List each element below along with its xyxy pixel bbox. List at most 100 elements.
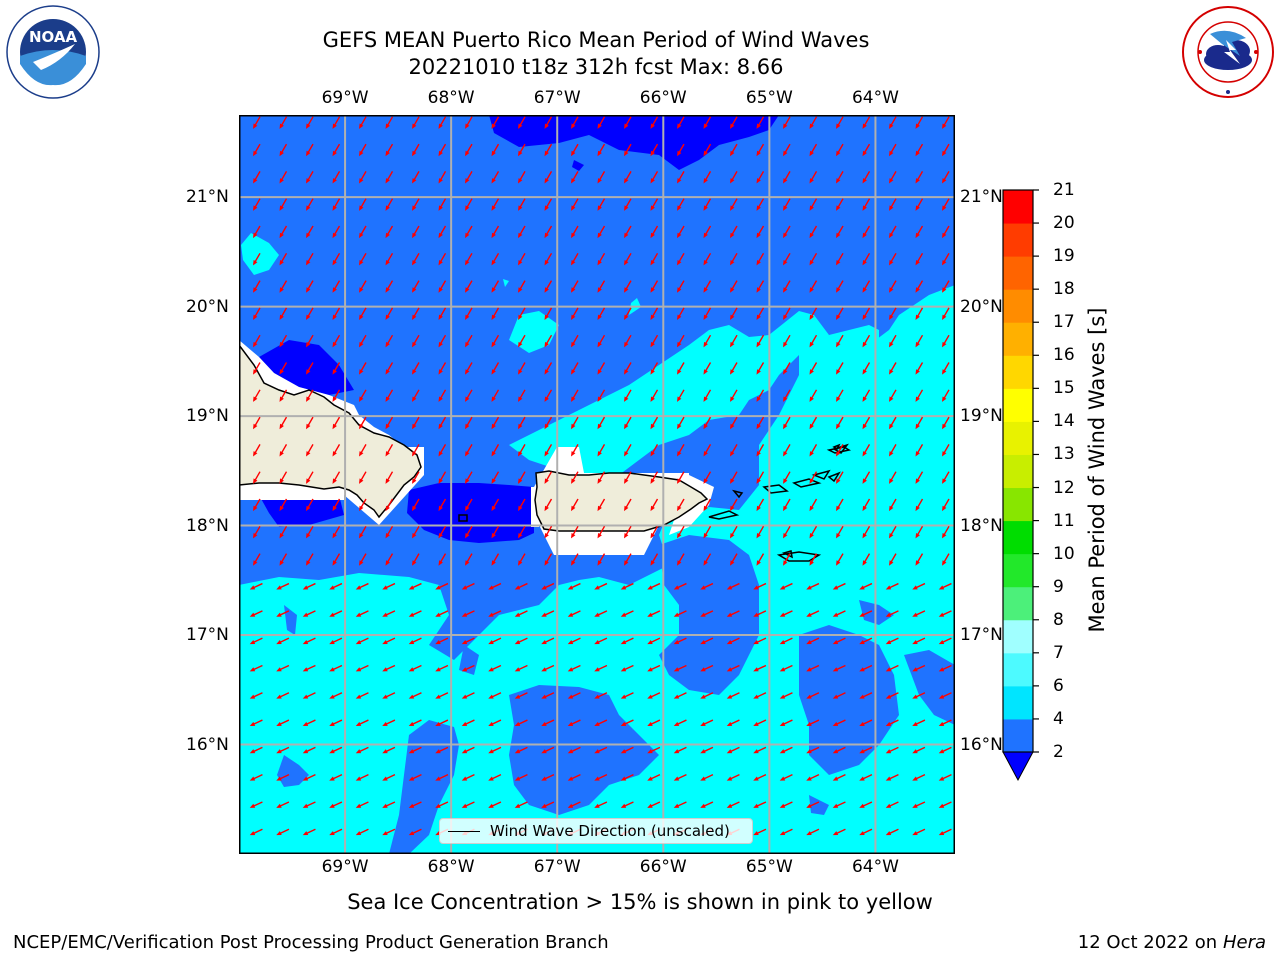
- nws-logo: [1180, 4, 1276, 100]
- wave-direction-arrow: [276, 719, 290, 726]
- wave-direction-arrow: [912, 719, 926, 726]
- wave-direction-arrow: [408, 719, 422, 726]
- wave-direction-arrow: [726, 692, 740, 699]
- wave-direction-arrow: [673, 719, 687, 726]
- wave-direction-arrow: [862, 225, 871, 239]
- wave-direction-arrow: [673, 582, 687, 590]
- colorbar-segment: [1003, 223, 1033, 257]
- wave-direction-arrow: [385, 362, 394, 375]
- wave-direction-arrow: [541, 692, 555, 699]
- wave-direction-arrow: [306, 171, 314, 184]
- wave-direction-arrow: [862, 444, 871, 457]
- lon-label: 65°W: [745, 88, 793, 108]
- lat-label: 16°N: [960, 734, 1003, 755]
- wave-direction-arrow: [915, 116, 924, 129]
- colorbar-tick-label: 10: [1053, 543, 1075, 564]
- wave-direction-arrow: [438, 280, 447, 293]
- footer-date: 12 Oct 2022 on Hera: [1078, 932, 1266, 953]
- wave-direction-arrow: [491, 553, 500, 566]
- wave-direction-arrow: [862, 280, 871, 293]
- lon-label: 68°W: [427, 857, 475, 877]
- wave-direction-arrow: [809, 471, 818, 484]
- wave-direction-arrow: [491, 362, 500, 375]
- wave-direction-arrow: [571, 307, 579, 321]
- wave-direction-arrow: [355, 746, 369, 754]
- wave-direction-arrow: [253, 143, 261, 157]
- wave-direction-arrow: [514, 774, 528, 781]
- wave-direction-arrow: [942, 307, 950, 321]
- wave-direction-arrow: [753, 774, 767, 781]
- wave-direction-arrow: [514, 746, 528, 754]
- noaa-logo-text: NOAA: [29, 28, 78, 46]
- wave-direction-arrow: [862, 416, 871, 430]
- map-plot: [239, 115, 955, 854]
- colorbar-tick-label: 7: [1053, 642, 1064, 663]
- wave-direction-arrow: [306, 362, 314, 375]
- map-frame: [239, 115, 955, 854]
- wave-direction-arrow: [730, 553, 738, 566]
- wave-direction-arrow: [306, 198, 314, 211]
- wave-direction-arrow: [329, 610, 343, 617]
- wave-direction-arrow: [859, 828, 873, 836]
- wave-direction-arrow: [276, 610, 290, 617]
- wave-direction-arrow: [779, 828, 793, 836]
- wave-direction-arrow: [859, 746, 873, 754]
- wave-direction-arrow: [783, 143, 791, 157]
- wave-direction-arrow: [382, 774, 396, 781]
- wave-direction-arrow: [306, 143, 314, 157]
- colorbar-segment: [1003, 553, 1033, 588]
- wave-direction-arrow: [730, 525, 738, 539]
- wave-direction-arrow: [624, 280, 632, 293]
- wave-direction-arrow: [571, 416, 579, 430]
- wave-direction-arrow: [594, 746, 608, 754]
- colorbar: [1002, 189, 1039, 782]
- wave-direction-arrow: [650, 498, 659, 512]
- wave-direction-arrow: [332, 553, 341, 566]
- lon-label: 64°W: [851, 88, 899, 108]
- wave-direction-arrow: [359, 416, 367, 430]
- wave-direction-arrow: [276, 692, 290, 699]
- wave-direction-arrow: [412, 553, 420, 566]
- wave-direction-arrow: [942, 171, 950, 184]
- wave-direction-arrow: [620, 664, 634, 672]
- wave-direction-arrow: [753, 637, 767, 645]
- wave-direction-arrow: [700, 746, 714, 754]
- wave-direction-arrow: [809, 307, 818, 321]
- wave-direction-arrow: [779, 774, 793, 781]
- wave-direction-arrow: [412, 334, 420, 348]
- wave-direction-arrow: [408, 582, 422, 590]
- wave-direction-arrow: [624, 307, 632, 321]
- wave-direction-arrow: [597, 143, 606, 157]
- wave-direction-arrow: [809, 362, 818, 375]
- wave-direction-arrow: [624, 471, 632, 484]
- colorbar-segment: [1003, 388, 1033, 422]
- wave-direction-arrow: [491, 198, 500, 211]
- wave-direction-arrow: [703, 171, 712, 184]
- colorbar-segment: [1003, 454, 1033, 489]
- wave-direction-arrow: [730, 389, 738, 402]
- wave-direction-arrow: [726, 746, 740, 754]
- wave-direction-arrow: [753, 692, 767, 699]
- wave-direction-arrow: [677, 525, 685, 539]
- wave-direction-arrow: [730, 116, 738, 129]
- wave-direction-arrow: [279, 307, 288, 321]
- wave-direction-arrow: [783, 225, 791, 239]
- wave-direction-arrow: [571, 553, 579, 566]
- wave-direction-arrow: [703, 307, 712, 321]
- wave-direction-arrow: [783, 334, 791, 348]
- wave-direction-arrow: [832, 664, 846, 672]
- wave-direction-arrow: [465, 171, 473, 184]
- wave-direction-arrow: [571, 498, 579, 512]
- wave-direction-arrow: [677, 171, 685, 184]
- wave-direction-arrow: [541, 719, 555, 726]
- wave-direction-arrow: [597, 252, 606, 266]
- wave-direction-arrow: [382, 664, 396, 672]
- wave-direction-arrow: [597, 471, 606, 484]
- wave-direction-arrow: [488, 582, 502, 590]
- wave-direction-arrow: [253, 280, 261, 293]
- wave-direction-arrow: [779, 719, 793, 726]
- wave-direction-arrow: [756, 143, 765, 157]
- wave-direction-arrow: [518, 307, 526, 321]
- footer-host: Hera: [1222, 932, 1266, 953]
- wave-direction-arrow: [567, 582, 581, 590]
